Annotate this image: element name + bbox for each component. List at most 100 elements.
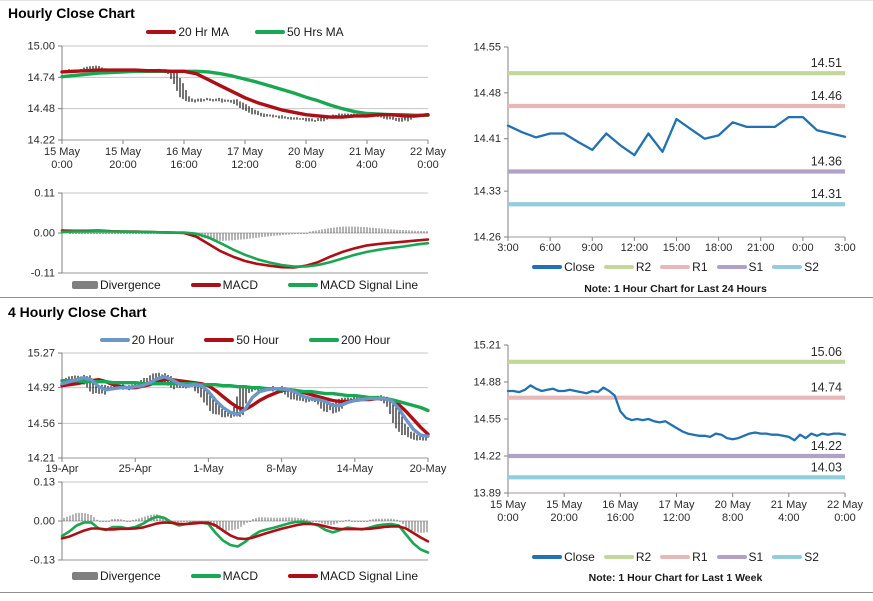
legend-item-20-hr-ma: 20 Hr MA — [146, 25, 229, 39]
x-tick-label: 12:00 — [663, 512, 691, 524]
legend-label: 200 Hour — [341, 333, 391, 347]
x-tick-label: 22 May — [827, 499, 864, 511]
legend-label: R2 — [635, 550, 652, 564]
x-tick-label: 21 May — [349, 146, 386, 158]
y-tick-label: 14.74 — [27, 72, 55, 84]
x-tick-label: 20 May — [288, 146, 325, 158]
four_hourly_macd-legend: Divergence MACD MACD Signal Line — [62, 569, 428, 583]
s2-level-label: 14.31 — [811, 187, 842, 201]
legend-line-swatch — [288, 282, 318, 288]
legend-label: 50 Hrs MA — [287, 25, 344, 39]
legend-line-swatch — [772, 555, 803, 559]
s2-level-label: 14.03 — [811, 460, 842, 474]
y-tick-label: 15.27 — [27, 348, 55, 360]
x-tick-label: 3:00 — [497, 242, 518, 254]
x-tick-label: 15 May — [44, 146, 81, 158]
x-tick-label: 8-May — [266, 463, 297, 475]
r2-level-label: 15.06 — [811, 345, 842, 359]
x-tick-label: 1-May — [193, 463, 224, 475]
bottom-border — [0, 592, 873, 593]
legend-item-r2: R2 — [603, 260, 651, 274]
legend-item-divergence: Divergence — [71, 278, 161, 292]
legend-label: MACD — [222, 569, 258, 583]
legend-line-swatch — [532, 265, 563, 269]
x-tick-label: 9:00 — [582, 242, 603, 254]
x-tick-label: 12:00 — [231, 159, 259, 171]
x-tick-label: 15 May — [546, 499, 583, 511]
50-hrs-ma-line — [60, 69, 430, 118]
legend-line-swatch — [204, 337, 235, 343]
y-tick-label: 0.13 — [34, 477, 55, 489]
legend-item-macd: MACD — [190, 569, 258, 583]
hourly-pivot-note: Note: 1 Hour Chart for Last 24 Hours — [584, 283, 767, 295]
x-tick-label: 18:00 — [705, 242, 733, 254]
weekly_pivot-legend: Close R2 R1 S1 S2 — [478, 550, 873, 564]
legend-bar-swatch — [71, 281, 98, 289]
x-tick-label: 0:00 — [792, 242, 813, 254]
x-tick-label: 3:00 — [834, 242, 855, 254]
x-tick-label: 15:00 — [663, 242, 691, 254]
y-tick-label: 0.00 — [34, 516, 55, 528]
legend-item-r1: R1 — [660, 260, 708, 274]
x-tick-label: 6:00 — [539, 242, 560, 254]
legend-item-close: Close — [532, 260, 595, 274]
s1-level-label: 14.36 — [811, 154, 842, 168]
legend-label: S2 — [804, 260, 819, 274]
y-tick-label: 14.22 — [473, 451, 501, 463]
x-tick-label: 0:00 — [834, 512, 855, 524]
y-tick-label: 14.48 — [27, 103, 55, 115]
x-tick-label: 19-Apr — [45, 463, 78, 475]
legend-line-swatch — [716, 555, 747, 559]
legend-line-swatch — [99, 337, 130, 343]
macd-line — [60, 229, 430, 269]
y-tick-label: 14.21 — [27, 453, 55, 465]
legend-line-swatch — [660, 265, 691, 269]
legend-line-swatch — [603, 555, 634, 559]
legend-label: R1 — [692, 260, 708, 274]
four-hourly-section-title: 4 Hourly Close Chart — [8, 304, 147, 320]
y-tick-label: -0.11 — [31, 268, 55, 280]
legend-label: 20 Hr MA — [178, 25, 229, 39]
legend-item-s1: S1 — [716, 550, 764, 564]
legend-line-swatch — [716, 265, 747, 269]
close-line — [506, 115, 847, 157]
legend-line-swatch — [288, 573, 318, 579]
hourly-section-title: Hourly Close Chart — [8, 5, 135, 21]
x-tick-label: 16 May — [166, 146, 203, 158]
y-tick-label: 14.33 — [473, 186, 501, 198]
legend-item-macd-signal-line: MACD Signal Line — [288, 278, 418, 292]
legend-item-macd: MACD — [190, 278, 258, 292]
r1-level-label: 14.46 — [811, 89, 842, 103]
legend-label: S1 — [748, 550, 764, 564]
r2-level-label: 14.51 — [811, 56, 842, 70]
legend-label: Divergence — [99, 569, 161, 583]
x-tick-label: 0:00 — [51, 159, 72, 171]
x-tick-label: 15 May — [105, 146, 142, 158]
legend-item-r2: R2 — [603, 550, 652, 564]
legend-item-20-hour: 20 Hour — [99, 333, 174, 347]
y-tick-label: 14.92 — [27, 382, 55, 394]
legend-item-macd-signal-line: MACD Signal Line — [288, 569, 418, 583]
legend-line-swatch — [146, 29, 177, 35]
x-tick-label: 0:00 — [497, 512, 518, 524]
x-tick-label: 0:00 — [417, 159, 438, 171]
close-line — [506, 384, 847, 442]
x-tick-label: 17 May — [227, 146, 264, 158]
top-border — [0, 0, 873, 1]
y-tick-label: 15.00 — [27, 41, 55, 53]
four_hourly_macd-chart: 0.13 0.00 -0.13 — [30, 477, 430, 567]
y-tick-label: 14.56 — [27, 418, 55, 430]
20-hr-ma-line — [60, 68, 430, 119]
y-tick-label: 13.89 — [473, 488, 501, 500]
legend-line-swatch — [603, 265, 634, 269]
hourly_close-legend: 20 Hr MA 50 Hrs MA — [62, 25, 428, 39]
four_hourly_close-legend: 20 Hour 50 Hour 200 Hour — [62, 333, 428, 347]
20-hour-line — [60, 375, 430, 438]
y-tick-label: 14.22 — [27, 135, 55, 147]
